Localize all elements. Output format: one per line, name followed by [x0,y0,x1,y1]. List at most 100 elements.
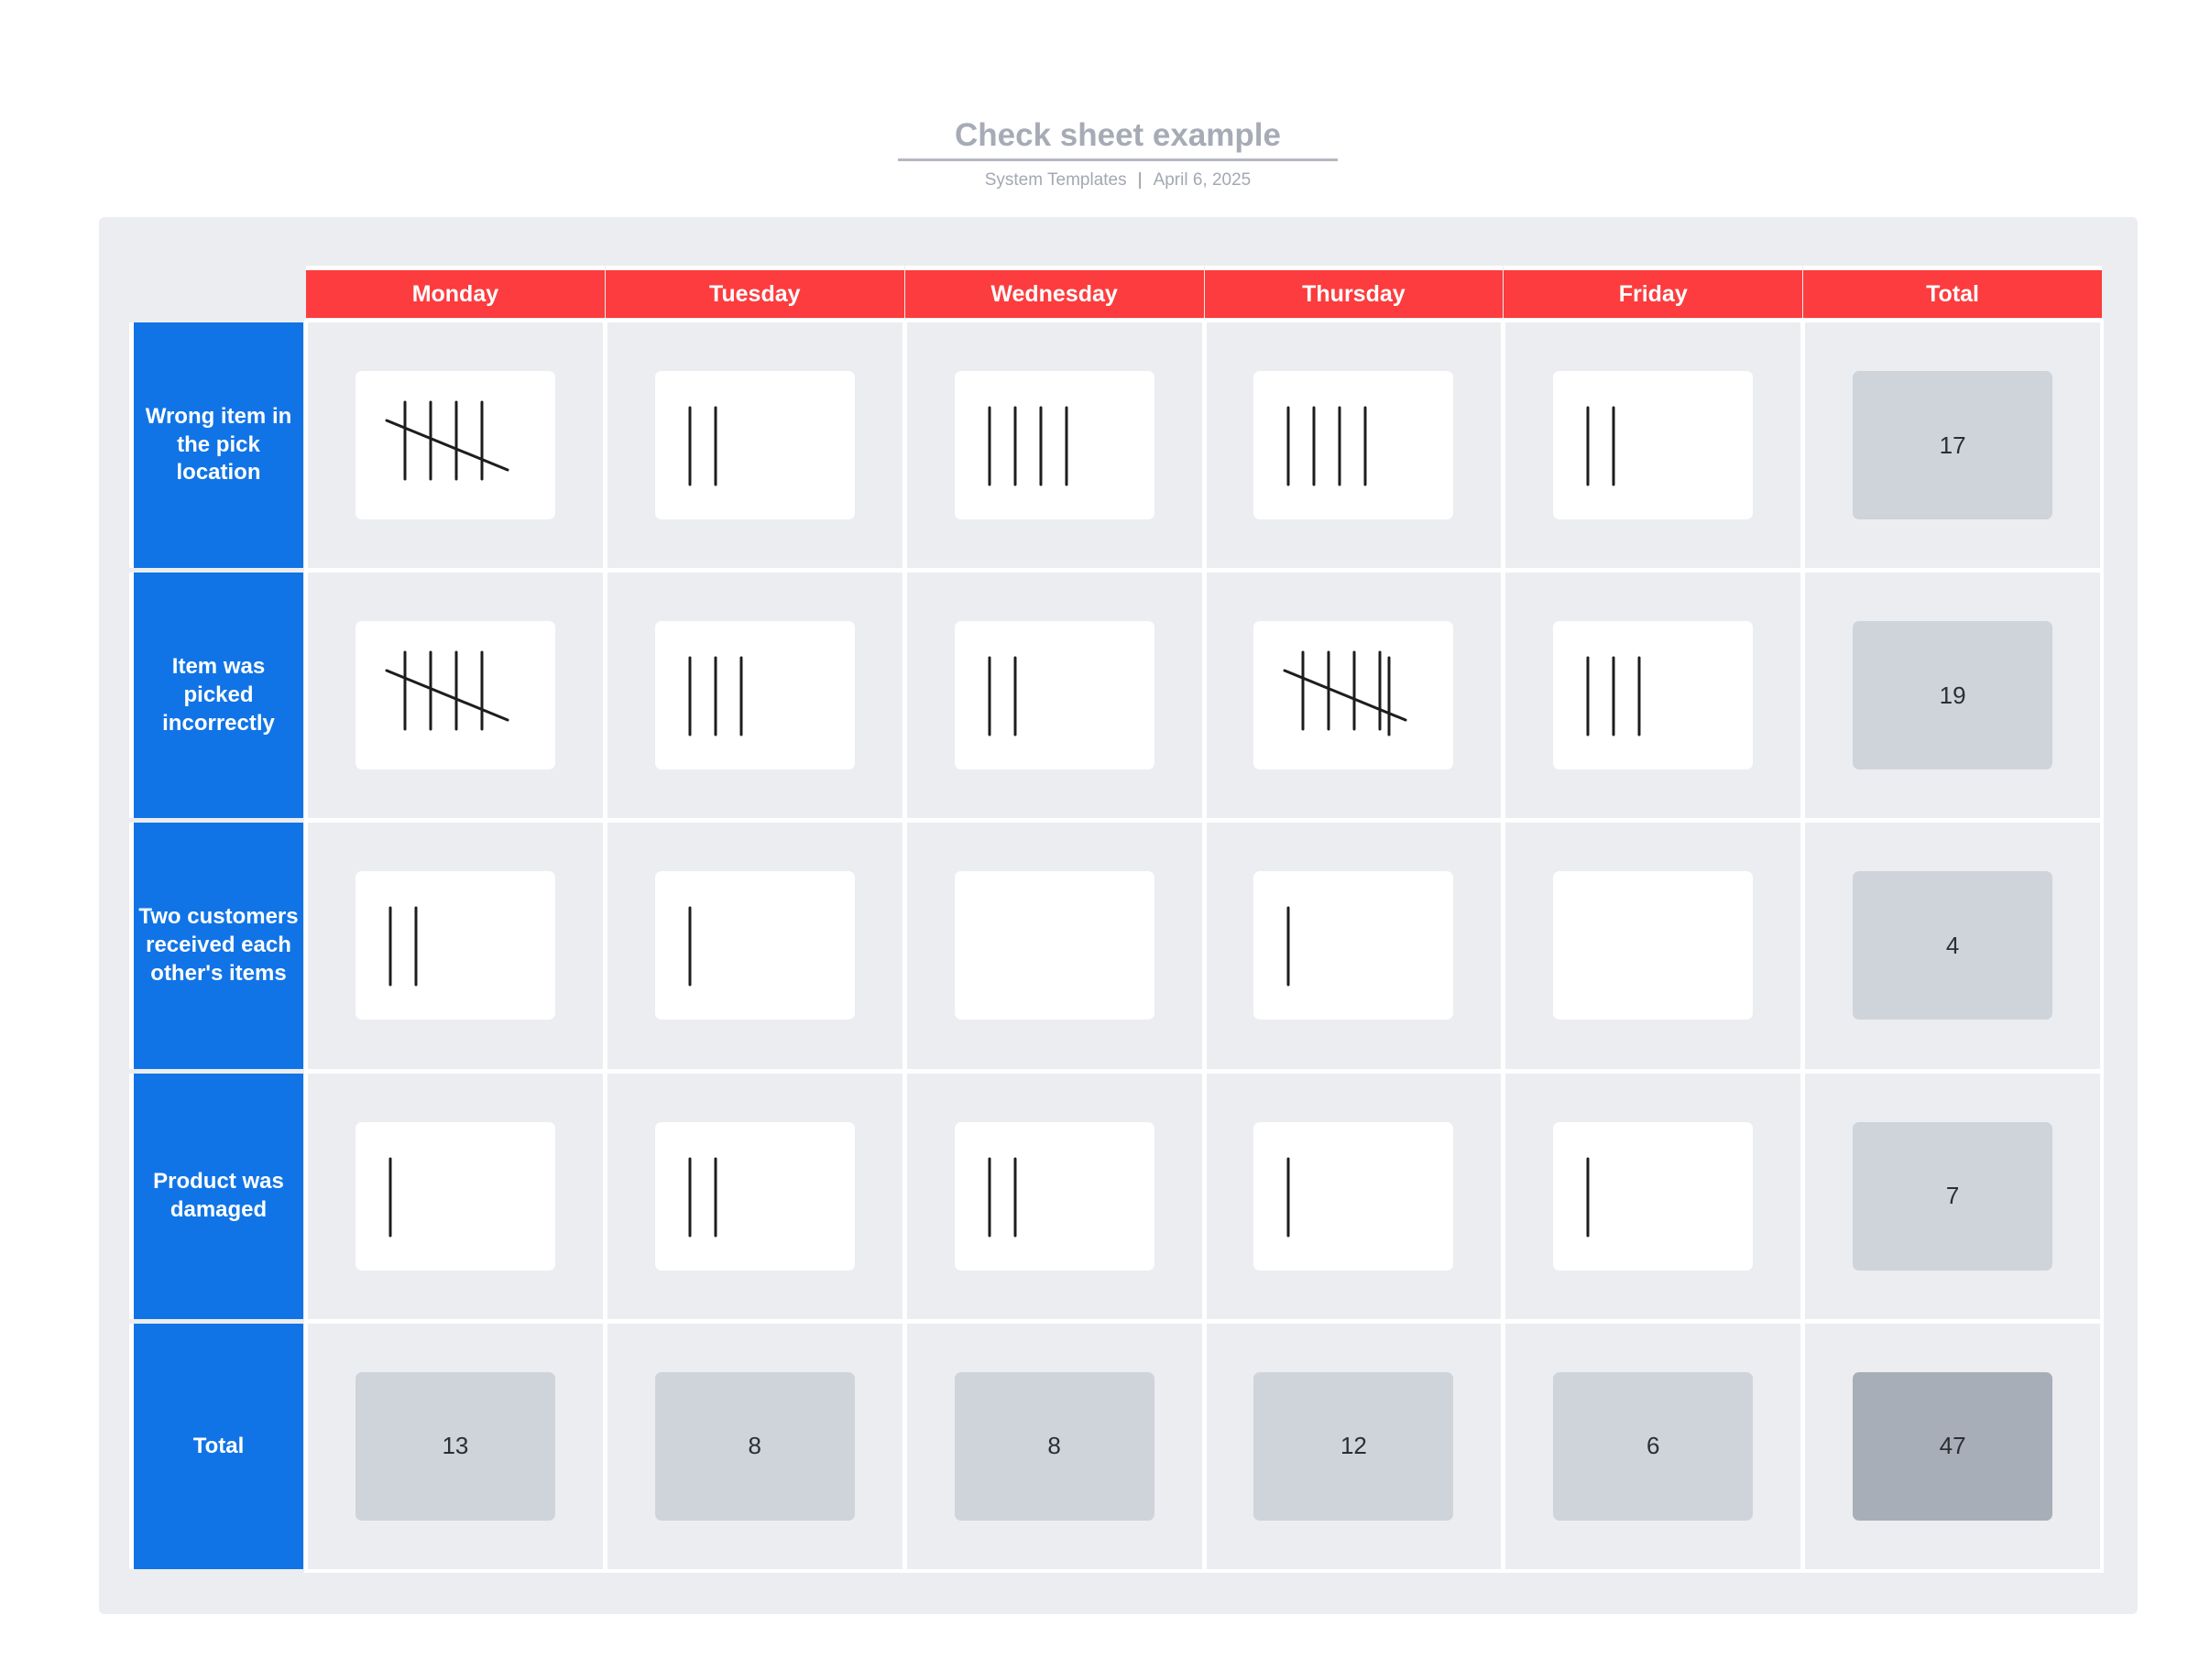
tally-box[interactable] [654,1121,855,1271]
tally-cell-tuesday [603,318,906,573]
row-header[interactable]: Product was damaged [129,1073,303,1319]
row-total-value[interactable]: 19 [1853,621,2053,770]
tally-cross-stroke [385,419,509,472]
column-header-tuesday[interactable]: Tuesday [605,266,904,318]
row-header[interactable]: Two customers received each other's item… [129,823,303,1069]
tally-box[interactable] [654,871,855,1020]
tally-cell-monday [304,569,607,823]
tally-box[interactable] [355,371,555,520]
column-total-value[interactable]: 12 [1253,1371,1454,1521]
tally-box[interactable] [1553,621,1754,770]
tally-cell-wednesday [903,569,1206,823]
document-date: April 6, 2025 [1153,170,1252,190]
tally-cell-thursday [1202,569,1505,823]
tally-box[interactable] [954,1121,1154,1271]
tally-cross-stroke [1283,669,1407,722]
tally-cell-thursday [1202,819,1505,1073]
tally-box[interactable] [355,871,555,1020]
tally-cell-wednesday [903,318,1206,573]
tally-cell-wednesday [903,1069,1206,1323]
column-total-value[interactable]: 6 [1553,1371,1754,1521]
tally-box[interactable] [954,871,1154,1020]
row-total-value[interactable]: 17 [1853,371,2053,520]
tally-marks [385,650,509,731]
row-header[interactable]: Item was picked incorrectly [129,573,303,819]
row-total-cell: 4 [1801,819,2104,1073]
column-header-thursday[interactable]: Thursday [1204,266,1504,318]
tally-marks [385,400,509,481]
column-header-monday[interactable]: Monday [306,266,605,318]
tally-marks [1553,871,1753,1020]
tally-marks [1286,1157,1290,1238]
column-total-cell-monday: 13 [304,1319,607,1574]
tally-marks [1586,1157,1590,1238]
tally-cell-tuesday [603,819,906,1073]
document-author: System Templates [984,170,1127,190]
tally-marks [1286,406,1367,486]
tally-cell-wednesday [903,819,1206,1073]
tally-marks [688,406,717,486]
row-header[interactable]: Wrong item in the pick location [129,322,303,569]
tally-box[interactable] [1553,871,1754,1020]
tally-cell-friday [1502,819,1805,1073]
document-meta: System Templates | April 6, 2025 [0,170,2199,191]
tally-cell-monday [304,1069,607,1323]
tally-marks [1586,656,1641,736]
tally-marks [988,406,1068,486]
column-total-value[interactable]: 8 [954,1371,1154,1521]
tally-box[interactable] [1253,1121,1454,1271]
tally-marks [388,906,418,987]
tally-box[interactable] [654,371,855,520]
column-header-total[interactable]: Total [1803,266,2102,318]
tally-cell-thursday [1202,318,1505,573]
row-total-value[interactable]: 4 [1853,871,2053,1020]
grand-total-cell: 47 [1801,1319,2104,1574]
tally-box[interactable] [1553,1121,1754,1271]
row-total-cell: 19 [1801,569,2104,823]
row-total-cell: 17 [1801,318,2104,573]
tally-box[interactable] [1253,621,1454,770]
row-header-total[interactable]: Total [129,1323,303,1569]
column-total-value[interactable]: 8 [654,1371,855,1521]
tally-cell-thursday [1202,1069,1505,1323]
check-sheet-table: Monday Tuesday Wednesday Thursday Friday… [129,266,2104,1574]
tally-marks [1286,906,1290,987]
tally-box[interactable] [355,621,555,770]
table-corner [134,270,303,318]
tally-cell-monday [304,318,607,573]
canvas-board: Monday Tuesday Wednesday Thursday Friday… [99,217,2138,1614]
document-header: Check sheet example System Templates | Apr… [0,117,2199,191]
tally-box[interactable] [954,621,1154,770]
document-title[interactable]: Check sheet example [897,117,1338,161]
column-header-friday[interactable]: Friday [1504,266,1803,318]
tally-box[interactable] [1553,371,1754,520]
tally-cell-tuesday [603,1069,906,1323]
tally-cell-friday [1502,318,1805,573]
column-total-cell-thursday: 12 [1202,1319,1505,1574]
tally-box[interactable] [954,371,1154,520]
tally-marks [688,1157,717,1238]
tally-cell-friday [1502,1069,1805,1323]
tally-cross-stroke [385,669,509,722]
meta-separator: | [1137,170,1143,190]
column-total-value[interactable]: 13 [355,1371,555,1521]
tally-marks [388,1157,392,1238]
row-total-value[interactable]: 7 [1853,1121,2053,1271]
column-total-cell-wednesday: 8 [903,1319,1206,1574]
tally-marks [688,656,743,736]
column-total-cell-friday: 6 [1502,1319,1805,1574]
grand-total-value[interactable]: 47 [1853,1371,2053,1521]
tally-marks [688,906,692,987]
column-header-wednesday[interactable]: Wednesday [904,266,1204,318]
tally-cell-monday [304,819,607,1073]
tally-cell-tuesday [603,569,906,823]
tally-marks [955,871,1154,1020]
tally-box[interactable] [355,1121,555,1271]
tally-marks [988,656,1017,736]
tally-box[interactable] [1253,371,1454,520]
tally-marks [1586,406,1615,486]
tally-box[interactable] [654,621,855,770]
tally-marks [988,1157,1017,1238]
tally-box[interactable] [1253,871,1454,1020]
column-total-cell-tuesday: 8 [603,1319,906,1574]
